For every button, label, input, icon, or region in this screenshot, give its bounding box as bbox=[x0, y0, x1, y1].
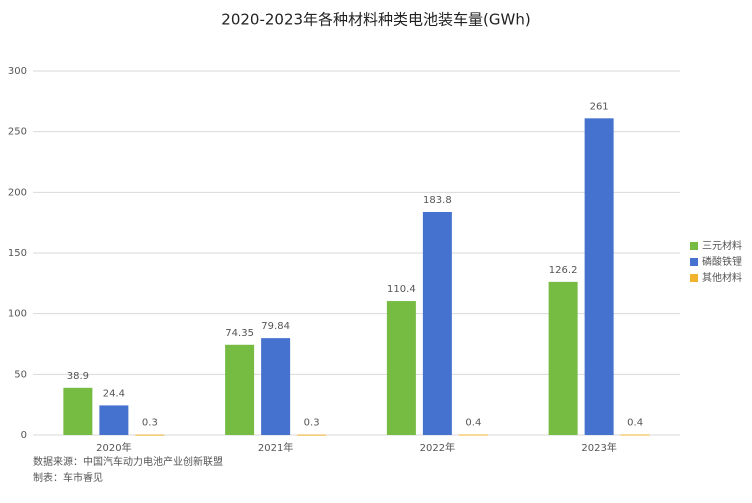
y-tick-label: 0 bbox=[21, 430, 27, 441]
bar bbox=[548, 281, 578, 435]
bar bbox=[297, 434, 327, 436]
x-tick-label: 2021年 bbox=[258, 441, 293, 454]
value-label: 0.3 bbox=[142, 418, 158, 429]
x-tick-label: 2022年 bbox=[420, 441, 455, 454]
value-label: 74.35 bbox=[225, 328, 254, 339]
x-tick-label: 2020年 bbox=[96, 441, 131, 454]
value-label: 0.3 bbox=[304, 418, 320, 429]
legend-label: 其他材料 bbox=[702, 271, 742, 284]
legend-label: 三元材料 bbox=[702, 239, 742, 252]
y-tick-label: 250 bbox=[8, 127, 27, 138]
y-tick-label: 300 bbox=[8, 66, 27, 77]
bar bbox=[422, 211, 452, 435]
value-label: 126.2 bbox=[549, 265, 578, 276]
legend-swatch bbox=[690, 242, 698, 250]
bar bbox=[620, 434, 650, 436]
legend-swatch bbox=[690, 274, 698, 282]
source-note: 数据来源：中国汽车动力电池产业创新联盟 bbox=[33, 455, 223, 468]
bar bbox=[584, 118, 614, 435]
author-note: 制表：车市睿见 bbox=[33, 471, 103, 484]
y-tick-label: 50 bbox=[14, 369, 27, 380]
value-label: 0.4 bbox=[465, 418, 481, 429]
y-tick-label: 150 bbox=[8, 248, 27, 259]
value-label: 261 bbox=[590, 101, 609, 112]
bar bbox=[261, 338, 291, 435]
value-label: 0.4 bbox=[627, 418, 643, 429]
value-label: 24.4 bbox=[103, 388, 125, 399]
bar bbox=[458, 434, 488, 436]
legend-label: 磷酸铁锂 bbox=[702, 255, 742, 268]
value-label: 183.8 bbox=[423, 195, 452, 206]
value-label: 79.84 bbox=[261, 321, 290, 332]
x-tick-label: 2023年 bbox=[581, 441, 616, 454]
value-label: 110.4 bbox=[387, 284, 416, 295]
y-tick-label: 200 bbox=[8, 187, 27, 198]
bar bbox=[386, 301, 416, 435]
bar bbox=[63, 387, 93, 435]
chart-title: 2020-2023年各种材料种类电池装车量(GWh) bbox=[221, 11, 530, 29]
value-label: 38.9 bbox=[67, 371, 89, 382]
bar bbox=[225, 344, 255, 435]
bar bbox=[135, 434, 165, 436]
y-tick-label: 100 bbox=[8, 309, 27, 320]
legend-swatch bbox=[690, 258, 698, 266]
bar bbox=[99, 405, 129, 435]
